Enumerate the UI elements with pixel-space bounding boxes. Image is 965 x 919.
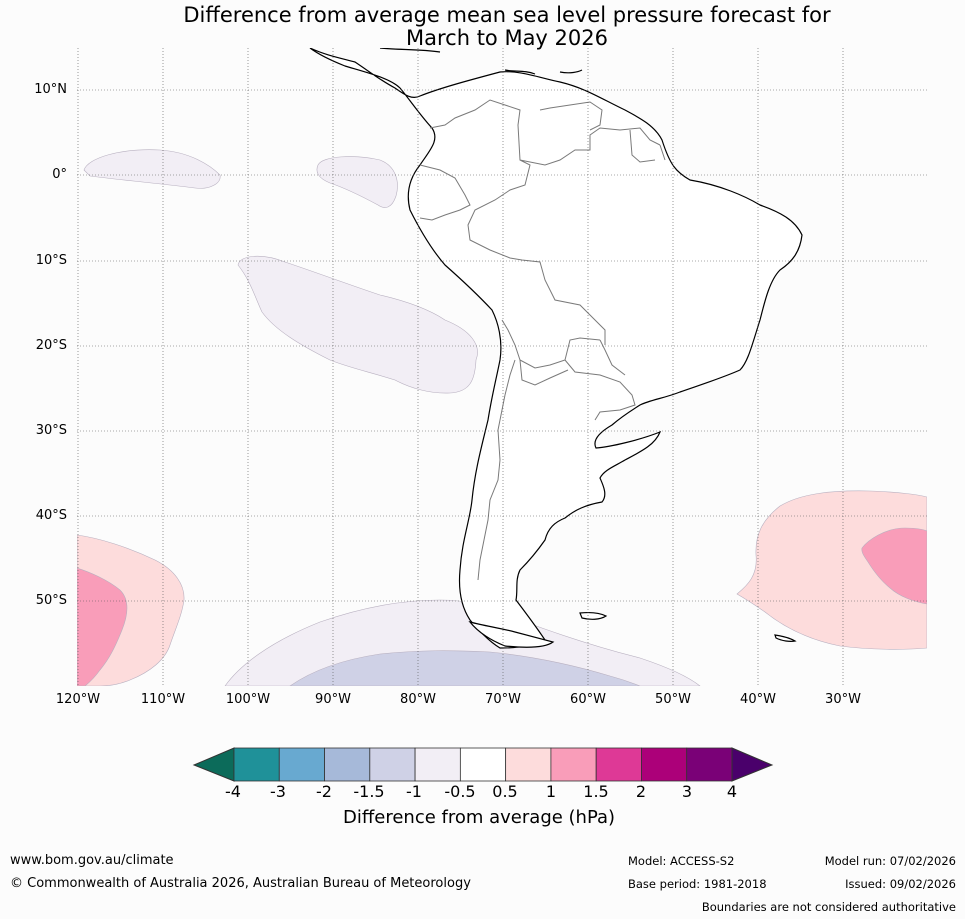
lon-label-100w: 100°W xyxy=(225,692,271,707)
lon-label-80w: 80°W xyxy=(400,692,436,707)
anomaly-southeast-pacific xyxy=(237,256,478,394)
anomaly-equatorial-east-pacific xyxy=(83,149,221,189)
lat-label-0: 0° xyxy=(52,167,67,182)
title-line-1: Difference from average mean sea level p… xyxy=(183,3,831,27)
copyright-text: © Commonwealth of Australia 2026, Austra… xyxy=(10,876,471,891)
caribbean-islands xyxy=(379,48,583,75)
anomaly-southern-ocean-medium xyxy=(289,650,641,686)
anomaly-south-atlantic-light xyxy=(736,490,927,650)
lon-label-60w: 60°W xyxy=(570,692,606,707)
colorbar-tick-6: -0.5 xyxy=(444,782,476,801)
colorbar-label: Difference from average (hPa) xyxy=(343,807,616,828)
lon-label-50w: 50°W xyxy=(655,692,691,707)
colorbar-tick-3: -2 xyxy=(316,782,332,801)
base-period: Base period: 1981-2018 xyxy=(628,877,767,891)
graticule xyxy=(77,48,927,686)
lon-label-120w: 120°W xyxy=(55,692,101,707)
website-link[interactable]: www.bom.gov.au/climate xyxy=(10,853,174,868)
anomaly-southwest-pacific-pink xyxy=(77,567,128,686)
lon-label-110w: 110°W xyxy=(140,692,186,707)
colorbar-tick-2: -3 xyxy=(270,782,286,801)
colorbar-tick-10: 2 xyxy=(635,782,647,801)
anomaly-south-atlantic-pink xyxy=(861,527,927,605)
lat-label-30s: 30°S xyxy=(35,423,67,438)
lon-label-40w: 40°W xyxy=(740,692,776,707)
colorbar-tick-1: -4 xyxy=(225,782,241,801)
boundaries-disclaimer: Boundaries are not considered authoritat… xyxy=(701,900,956,914)
colorbar-tick-8: 1 xyxy=(545,782,557,801)
colorbar-tick-7: 0.5 xyxy=(492,782,518,801)
issued-date: Issued: 09/02/2026 xyxy=(845,877,956,891)
chart-title: Difference from average mean sea level p… xyxy=(0,4,965,50)
lon-label-30w: 30°W xyxy=(825,692,861,707)
lat-label-20s: 20°S xyxy=(35,338,67,353)
model-name: Model: ACCESS-S2 xyxy=(628,854,735,868)
lat-label-10s: 10°S xyxy=(35,253,67,268)
colorbar-tick-4: -1.5 xyxy=(353,782,385,801)
colorbar-tick-12: 4 xyxy=(726,782,738,801)
model-run-date: Model run: 07/02/2026 xyxy=(824,854,956,868)
lon-label-90w: 90°W xyxy=(315,692,351,707)
colorbar-tick-9: 1.5 xyxy=(583,782,609,801)
lat-label-50s: 50°S xyxy=(35,593,67,608)
south-america-landmass xyxy=(309,48,803,649)
title-line-2: March to May 2026 xyxy=(406,26,608,50)
lon-label-70w: 70°W xyxy=(485,692,521,707)
tierra-del-fuego xyxy=(468,620,555,648)
south-georgia xyxy=(774,634,797,642)
lat-label-10n: 10°N xyxy=(34,82,67,97)
anomaly-galapagos-area xyxy=(316,156,398,208)
country-borders xyxy=(419,99,666,581)
falkland-islands xyxy=(579,612,608,620)
colorbar-tick-5: -1 xyxy=(406,782,422,801)
colorbar-tick-11: 3 xyxy=(681,782,693,801)
lat-label-40s: 40°S xyxy=(35,508,67,523)
